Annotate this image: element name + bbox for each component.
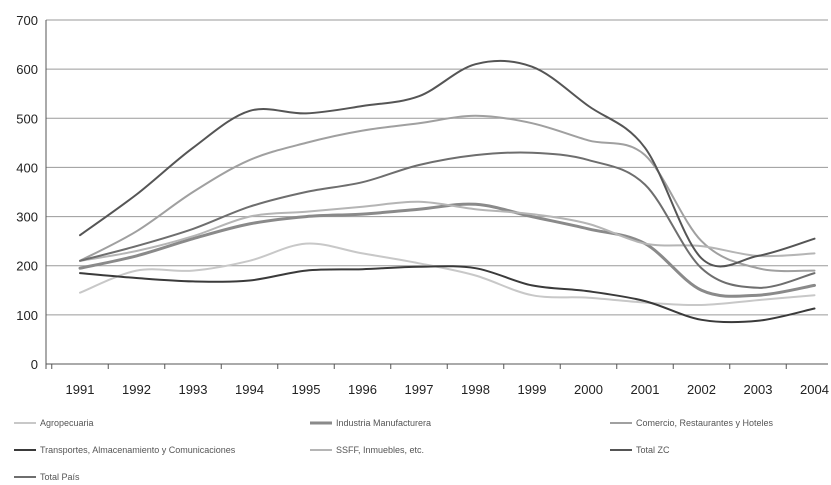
x-tick-label: 1999: [518, 382, 547, 397]
x-tick-label: 1998: [461, 382, 490, 397]
x-tick-label: 2000: [574, 382, 603, 397]
series-line-1: [78, 202, 816, 298]
y-tick-label: 200: [16, 259, 38, 274]
y-tick-label: 700: [16, 13, 38, 28]
y-tick-label: 600: [16, 62, 38, 77]
series-line-6: [79, 151, 816, 289]
series-line-4: [79, 200, 816, 262]
series-line-0: [79, 242, 816, 307]
series-lines: [78, 59, 816, 324]
legend-label: Total País: [40, 472, 80, 482]
y-tick-label: 300: [16, 210, 38, 225]
legend-label: Industria Manufacturera: [336, 418, 431, 428]
x-tick-label: 2001: [631, 382, 660, 397]
x-axis: 1991 1992 1993 1994 1995 1996 1997 1998 1999 2000…: [46, 363, 829, 397]
x-tick-label: 2002: [687, 382, 716, 397]
legend-label: Comercio, Restaurantes y Hoteles: [636, 418, 774, 428]
series-line-2: [79, 114, 816, 273]
x-tick-label: 1993: [179, 382, 208, 397]
legend-label: SSFF, Inmuebles, etc.: [336, 445, 424, 455]
y-tick-label: 100: [16, 308, 38, 323]
series-line-3: [79, 265, 816, 324]
y-tick-label: 0: [31, 357, 38, 372]
legend-label: Total ZC: [636, 445, 670, 455]
x-tick-label: 1996: [348, 382, 377, 397]
x-tick-label: 1992: [122, 382, 151, 397]
y-tick-label: 500: [16, 111, 38, 126]
x-tick-label: 1991: [66, 382, 95, 397]
x-tick-label: 1995: [292, 382, 321, 397]
x-tick-label: 2004: [800, 382, 829, 397]
legend: Agropecuaria Industria Manufacturera Comer…: [14, 418, 774, 482]
x-tick-label: 2003: [744, 382, 773, 397]
x-tick-label: 1997: [405, 382, 434, 397]
y-tick-label: 400: [16, 160, 38, 175]
legend-label: Transportes, Almacenamiento y Comunicaci…: [40, 445, 236, 455]
grid-lines: [46, 19, 828, 316]
legend-label: Agropecuaria: [40, 418, 94, 428]
y-axis: 0 100 200 300 400 500 600 700: [16, 13, 47, 372]
series-line-5: [79, 59, 816, 268]
x-tick-label: 1994: [235, 382, 264, 397]
